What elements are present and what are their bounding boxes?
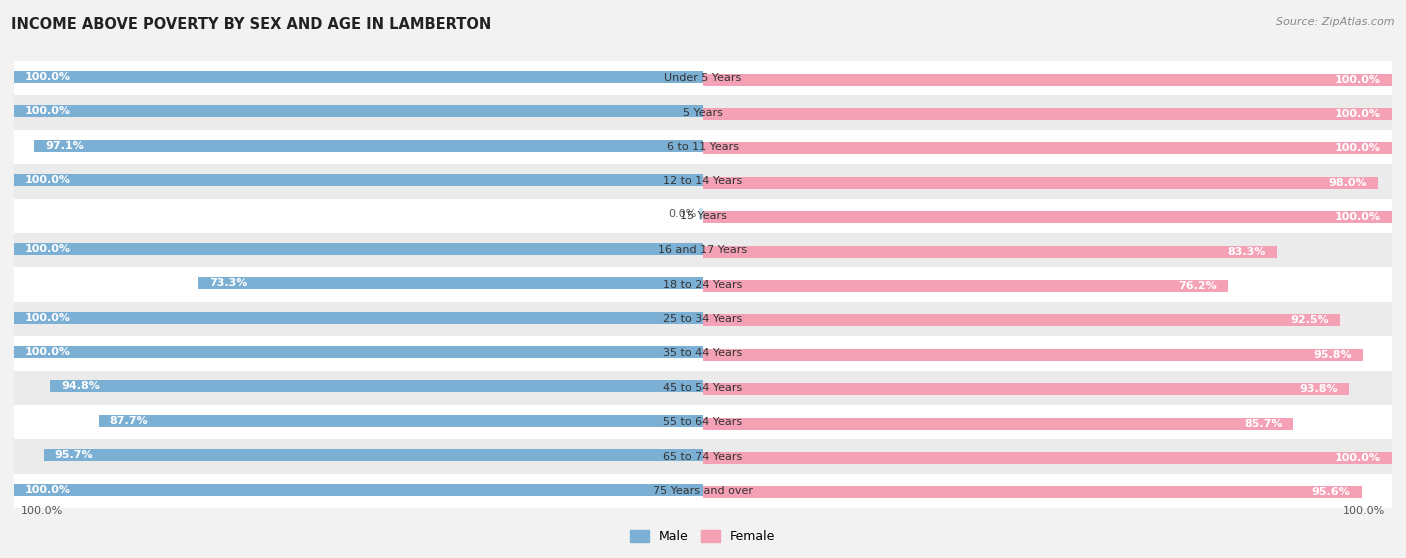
Bar — [703, 417, 1294, 430]
Bar — [14, 474, 1392, 508]
Bar — [198, 277, 703, 289]
Text: 85.7%: 85.7% — [1244, 418, 1282, 429]
Bar — [14, 267, 1392, 302]
Text: Under 5 Years: Under 5 Years — [665, 73, 741, 83]
Bar — [14, 61, 1392, 95]
Text: 100.0%: 100.0% — [25, 347, 72, 357]
Text: 98.0%: 98.0% — [1329, 178, 1367, 187]
Bar — [14, 405, 1392, 439]
Bar — [703, 314, 1340, 326]
Bar — [14, 243, 703, 255]
Bar — [14, 233, 1392, 267]
Text: 100.0%: 100.0% — [25, 312, 72, 323]
Text: 6 to 11 Years: 6 to 11 Years — [666, 142, 740, 152]
Bar — [14, 174, 703, 186]
Bar — [703, 108, 1392, 120]
Bar — [703, 142, 1392, 155]
Text: 100.0%: 100.0% — [1334, 143, 1381, 153]
Bar — [703, 177, 1378, 189]
Text: 92.5%: 92.5% — [1291, 315, 1329, 325]
Bar — [703, 211, 1392, 223]
Text: 87.7%: 87.7% — [110, 416, 149, 426]
Text: 95.6%: 95.6% — [1312, 487, 1351, 497]
Bar — [14, 371, 1392, 405]
Text: 73.3%: 73.3% — [209, 278, 247, 288]
Bar — [14, 105, 703, 117]
Bar — [44, 449, 703, 461]
Legend: Male, Female: Male, Female — [626, 525, 780, 549]
Text: 55 to 64 Years: 55 to 64 Years — [664, 417, 742, 427]
Text: 95.7%: 95.7% — [55, 450, 93, 460]
Text: 25 to 34 Years: 25 to 34 Years — [664, 314, 742, 324]
Bar — [14, 164, 1392, 199]
Text: 5 Years: 5 Years — [683, 108, 723, 118]
Text: 100.0%: 100.0% — [1334, 453, 1381, 463]
Text: Source: ZipAtlas.com: Source: ZipAtlas.com — [1277, 17, 1395, 27]
Bar — [703, 487, 1361, 498]
Bar — [703, 349, 1362, 361]
Text: 75 Years and over: 75 Years and over — [652, 486, 754, 496]
Text: 83.3%: 83.3% — [1227, 247, 1265, 257]
Bar — [14, 439, 1392, 474]
Bar — [14, 336, 1392, 371]
Bar — [703, 383, 1350, 395]
Bar — [98, 415, 703, 427]
Text: 18 to 24 Years: 18 to 24 Years — [664, 280, 742, 290]
Bar — [699, 208, 703, 220]
Text: 93.8%: 93.8% — [1299, 384, 1339, 394]
Text: 100.0%: 100.0% — [1334, 212, 1381, 222]
Bar — [703, 246, 1277, 258]
Text: 100.0%: 100.0% — [1334, 75, 1381, 85]
Text: 0.0%: 0.0% — [668, 209, 696, 219]
Text: 95.8%: 95.8% — [1313, 350, 1353, 360]
Bar — [14, 95, 1392, 130]
Bar — [14, 346, 703, 358]
Text: 100.0%: 100.0% — [25, 484, 72, 494]
Bar — [14, 199, 1392, 233]
Text: 94.8%: 94.8% — [60, 382, 100, 391]
Bar — [14, 71, 703, 83]
Bar — [14, 484, 703, 496]
Text: 100.0%: 100.0% — [25, 106, 72, 116]
Text: 100.0%: 100.0% — [25, 244, 72, 254]
Text: 76.2%: 76.2% — [1178, 281, 1218, 291]
Bar — [703, 74, 1392, 85]
Text: 100.0%: 100.0% — [1334, 109, 1381, 119]
Text: 45 to 54 Years: 45 to 54 Years — [664, 383, 742, 393]
Text: 35 to 44 Years: 35 to 44 Years — [664, 348, 742, 358]
Text: INCOME ABOVE POVERTY BY SEX AND AGE IN LAMBERTON: INCOME ABOVE POVERTY BY SEX AND AGE IN L… — [11, 17, 492, 32]
Bar — [14, 130, 1392, 164]
Bar — [14, 302, 1392, 336]
Bar — [703, 452, 1392, 464]
Bar — [49, 381, 703, 392]
Text: 100.0%: 100.0% — [21, 506, 63, 516]
Text: 100.0%: 100.0% — [25, 72, 72, 82]
Text: 16 and 17 Years: 16 and 17 Years — [658, 245, 748, 255]
Text: 15 Years: 15 Years — [679, 211, 727, 221]
Text: 65 to 74 Years: 65 to 74 Years — [664, 451, 742, 461]
Text: 97.1%: 97.1% — [45, 141, 84, 151]
Text: 12 to 14 Years: 12 to 14 Years — [664, 176, 742, 186]
Bar — [14, 311, 703, 324]
Bar — [703, 280, 1227, 292]
Text: 100.0%: 100.0% — [1343, 506, 1385, 516]
Text: 100.0%: 100.0% — [25, 175, 72, 185]
Bar — [34, 140, 703, 152]
